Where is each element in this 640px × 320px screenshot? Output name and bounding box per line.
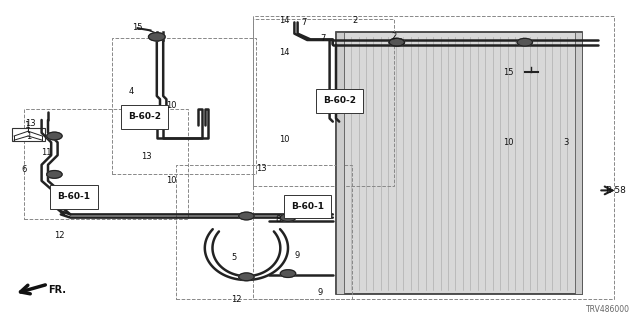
Text: B-58: B-58	[605, 186, 626, 195]
Text: 1: 1	[26, 132, 31, 140]
Text: 12: 12	[232, 295, 242, 304]
Text: 4: 4	[129, 87, 134, 96]
Bar	[253, 16, 614, 299]
Text: 10: 10	[280, 135, 290, 144]
Bar	[176, 165, 352, 299]
Circle shape	[389, 38, 404, 46]
Circle shape	[280, 214, 296, 221]
Text: 13: 13	[141, 152, 151, 161]
Text: 9: 9	[295, 252, 300, 260]
Text: 6: 6	[22, 165, 27, 174]
Text: B-60-1: B-60-1	[291, 202, 324, 211]
Circle shape	[47, 132, 62, 140]
Bar	[336, 32, 344, 294]
Text: B-60-2: B-60-2	[128, 112, 161, 121]
Circle shape	[47, 171, 62, 178]
Bar	[336, 32, 582, 294]
Circle shape	[148, 33, 165, 41]
Bar	[112, 38, 256, 174]
Text: FR.: FR.	[48, 284, 66, 295]
Text: TRV486000: TRV486000	[586, 305, 630, 314]
Text: 13: 13	[26, 119, 36, 128]
Bar	[24, 109, 188, 219]
Circle shape	[239, 212, 254, 220]
Bar	[253, 19, 394, 186]
Text: 10: 10	[166, 176, 177, 185]
Text: 7: 7	[301, 18, 307, 27]
Text: 8: 8	[276, 215, 281, 224]
Text: 5: 5	[231, 253, 236, 262]
Circle shape	[60, 199, 75, 207]
Text: 1: 1	[26, 121, 31, 130]
Text: 15: 15	[504, 68, 514, 76]
Circle shape	[280, 270, 296, 277]
Text: B-60-1: B-60-1	[58, 192, 91, 201]
Text: 13: 13	[256, 164, 266, 172]
Text: 2: 2	[353, 16, 358, 25]
Circle shape	[389, 38, 404, 46]
Bar	[575, 32, 582, 294]
Text: 10: 10	[504, 138, 514, 147]
Circle shape	[239, 273, 254, 281]
Text: 9: 9	[317, 288, 323, 297]
Text: 3: 3	[564, 138, 569, 147]
Circle shape	[517, 38, 532, 46]
Text: 15: 15	[132, 23, 143, 32]
Text: 11: 11	[41, 148, 51, 156]
Text: 14: 14	[280, 16, 290, 25]
Text: 12: 12	[54, 231, 64, 240]
Text: 10: 10	[166, 101, 177, 110]
Bar	[12, 128, 45, 141]
Text: 2: 2	[391, 32, 396, 41]
Text: B-60-2: B-60-2	[323, 96, 356, 105]
Text: 7: 7	[321, 34, 326, 43]
Text: 14: 14	[280, 48, 290, 57]
